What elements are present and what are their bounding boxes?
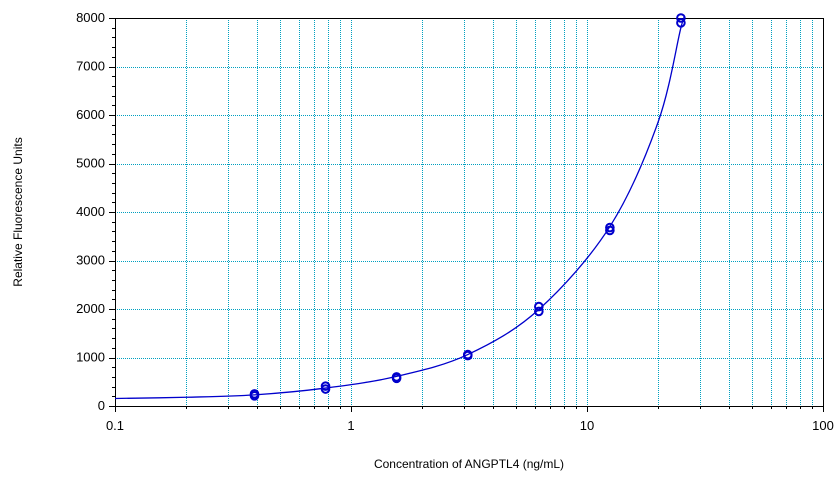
y-tick-label: 5000 (76, 156, 105, 171)
data-point (605, 222, 615, 233)
y-tick-label: 4000 (76, 204, 105, 219)
data-point (676, 13, 686, 23)
axis-layer (109, 18, 824, 412)
y-tick-label: 1000 (76, 350, 105, 365)
data-point (534, 306, 544, 317)
y-tick-label: 7000 (76, 59, 105, 74)
x-axis-label: Concentration of ANGPTL4 (ng/mL) (374, 457, 564, 471)
x-tick-label: 0.1 (106, 418, 124, 433)
y-axis-label: Relative Fluorescence Units (11, 137, 25, 286)
data-point (391, 372, 402, 382)
data-point (534, 301, 544, 312)
series-layer (114, 13, 686, 401)
data-point (249, 389, 260, 399)
grid-layer (115, 18, 823, 406)
x-tick-label: 100 (812, 418, 834, 433)
y-tick-label: 6000 (76, 107, 105, 122)
data-point (462, 349, 473, 360)
x-tick-label: 1 (347, 418, 354, 433)
plot-frame (115, 18, 824, 407)
data-point (320, 381, 331, 391)
label-layer: 0 1000 2000 3000 4000 5000 6000 7000 8000 0.1 1 10 1… (11, 10, 834, 471)
data-point (676, 18, 686, 28)
y-tick-label: 3000 (76, 253, 105, 268)
y-tick-label: 2000 (76, 301, 105, 316)
y-tick-label: 8000 (76, 10, 105, 25)
y-tick-label: 0 (98, 398, 105, 413)
fit-curve (114, 16, 686, 400)
x-tick-label: 10 (580, 418, 594, 433)
